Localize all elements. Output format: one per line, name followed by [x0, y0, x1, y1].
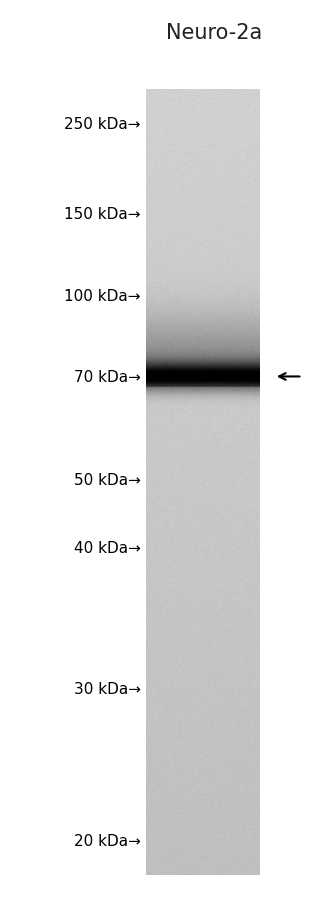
Text: Neuro-2a: Neuro-2a — [166, 23, 262, 42]
Text: 30 kDa→: 30 kDa→ — [74, 682, 141, 696]
Text: 50 kDa→: 50 kDa→ — [74, 473, 141, 487]
Text: 70 kDa→: 70 kDa→ — [74, 370, 141, 384]
Text: 100 kDa→: 100 kDa→ — [64, 289, 141, 303]
Text: 250 kDa→: 250 kDa→ — [64, 117, 141, 132]
Text: 20 kDa→: 20 kDa→ — [74, 833, 141, 848]
Text: WWW.PTGLAB.COM: WWW.PTGLAB.COM — [181, 426, 191, 539]
Text: 40 kDa→: 40 kDa→ — [74, 540, 141, 555]
Text: 150 kDa→: 150 kDa→ — [64, 207, 141, 221]
